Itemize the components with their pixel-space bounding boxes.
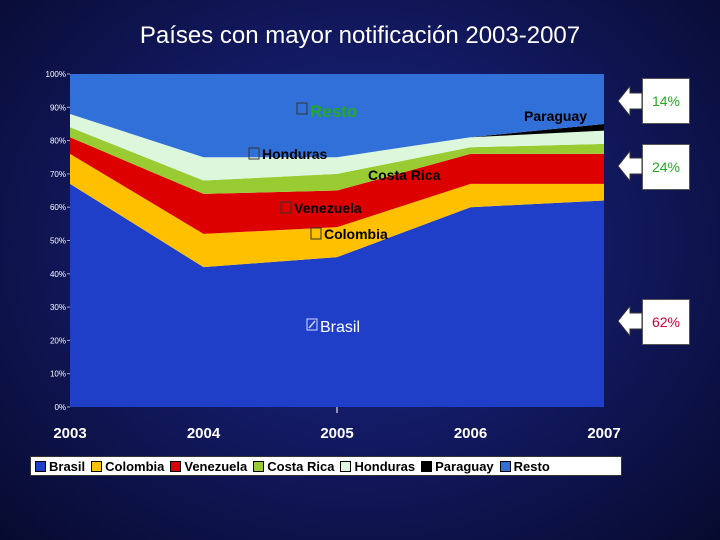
- callout-brasil-value: 62%: [651, 314, 681, 330]
- legend-swatch: [91, 460, 103, 472]
- x-tick-label: 2005: [320, 425, 353, 442]
- area-resto: [70, 74, 604, 158]
- series-label-honduras: Honduras: [262, 146, 328, 162]
- chart-legend: Brasil Colombia Venezuela Costa Rica Hondura…: [30, 456, 622, 476]
- legend-item-honduras: Honduras: [340, 459, 415, 474]
- label-marker-honduras: [248, 147, 260, 160]
- callout-resto: 14%: [642, 78, 690, 124]
- x-tick-label: 2007: [587, 425, 620, 442]
- chart-title: Países con mayor notificación 2003-2007: [139, 22, 581, 49]
- label-marker-venezuela: [280, 201, 292, 214]
- legend-item-resto: Resto: [499, 458, 550, 474]
- legend-label: Venezuela: [184, 458, 248, 474]
- callout-middle: 24%: [642, 144, 690, 190]
- y-tick-label: 80%: [50, 137, 66, 146]
- legend-label: Brasil: [49, 458, 86, 474]
- series-label-brasil: Brasil: [320, 319, 360, 336]
- legend-swatch: [340, 460, 352, 472]
- y-tick-label: 20%: [50, 336, 66, 345]
- legend-item-brasil: Brasil: [35, 459, 85, 474]
- area-honduras: [70, 113, 604, 181]
- legend-label: Honduras: [354, 458, 416, 474]
- callout-middle-value: 24%: [651, 159, 681, 175]
- callout-brasil: 62%: [642, 299, 690, 345]
- legend-label: Paraguay: [435, 458, 494, 474]
- legend-item-costa-rica: Costa Rica: [253, 459, 334, 474]
- legend-swatch: [421, 460, 433, 472]
- y-tick-label: 60%: [50, 203, 66, 212]
- x-tick-label: 2006: [454, 425, 487, 442]
- series-label-costa-rica: Costa Rica: [368, 167, 441, 183]
- label-marker-resto: [296, 102, 308, 115]
- y-tick-label: 40%: [50, 270, 66, 279]
- legend-item-venezuela: Venezuela: [170, 459, 247, 474]
- series-label-colombia: Colombia: [324, 226, 388, 242]
- y-tick-label: 70%: [50, 170, 66, 179]
- legend-item-paraguay: Paraguay: [421, 459, 494, 474]
- legend-swatch: [253, 460, 265, 472]
- legend-swatch: [35, 460, 46, 472]
- area-paraguay: [70, 113, 604, 158]
- x-tick-label: 2003: [53, 425, 86, 442]
- y-tick-label: 90%: [50, 103, 66, 112]
- area-costa-rica: [70, 127, 604, 194]
- y-tick-label: 50%: [50, 237, 66, 246]
- area-brasil: [70, 183, 604, 407]
- y-tick-label: 10%: [50, 370, 66, 379]
- callout-resto-value: 14%: [651, 93, 681, 109]
- legend-label: Colombia: [105, 458, 165, 474]
- y-tick-label: 30%: [50, 303, 66, 312]
- y-tick-label: 100%: [46, 70, 66, 79]
- callout-arrow-top: [618, 86, 642, 116]
- area-venezuela: [70, 137, 604, 234]
- legend-label: Costa Rica: [267, 458, 335, 474]
- legend-swatch: [499, 460, 511, 472]
- label-marker-colombia: [310, 227, 322, 240]
- y-tick-label: 0%: [54, 403, 66, 412]
- legend-label: Resto: [513, 458, 550, 474]
- callout-arrow-mid: [618, 151, 642, 181]
- label-marker-hatch-brasil: [308, 320, 316, 329]
- x-tick-label: 2004: [187, 425, 221, 442]
- series-label-venezuela: Venezuela: [294, 200, 362, 216]
- legend-item-colombia: Colombia: [91, 459, 164, 474]
- legend-swatch: [170, 460, 182, 472]
- callout-arrow-bottom: [618, 306, 642, 336]
- area-colombia: [70, 153, 604, 268]
- series-label-paraguay: Paraguay: [524, 108, 587, 124]
- series-label-resto: Resto: [310, 102, 357, 121]
